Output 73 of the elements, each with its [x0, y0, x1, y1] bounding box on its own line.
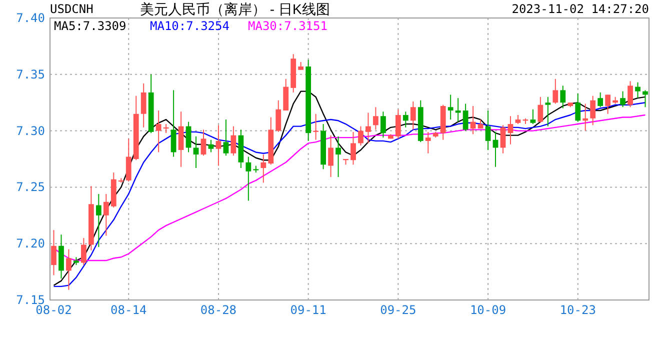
- candlestick: [373, 106, 378, 130]
- candlestick: [178, 111, 184, 168]
- text: MA30:7.3151: [248, 19, 328, 33]
- x-tick-label: 08-14: [110, 303, 147, 317]
- candlestick: [366, 112, 371, 144]
- x-tick-label: 10-23: [560, 303, 596, 317]
- candlestick: [590, 95, 596, 126]
- x-tick-label: 09-11: [290, 303, 326, 317]
- candlestick: [328, 134, 334, 178]
- y-tick-label: 7.20: [16, 236, 45, 251]
- candlestick: [358, 126, 364, 146]
- y-tick-label: 7.40: [16, 11, 45, 25]
- y-tick-label: 7.35: [16, 67, 45, 82]
- candlestick: [605, 94, 611, 114]
- x-tick-label: 10-09: [470, 303, 506, 317]
- candlestick: [598, 92, 604, 108]
- candlestick: [582, 103, 588, 132]
- candlestick: [462, 103, 468, 132]
- candlestick: [500, 124, 506, 154]
- candlestick: [66, 248, 72, 290]
- candlestick: [552, 78, 558, 104]
- candlestick: [96, 193, 102, 248]
- candlestick: [223, 119, 229, 156]
- candlestick: [80, 237, 86, 266]
- y-tick-label: 7.25: [16, 180, 45, 194]
- candlestick: [260, 154, 266, 184]
- candlestick: [545, 96, 551, 127]
- chart-subtitle: USDCNH: [50, 2, 94, 16]
- candlestick: [336, 136, 341, 178]
- candlestick: [230, 126, 236, 156]
- candlestick: [380, 111, 386, 138]
- candlestick: [410, 100, 416, 130]
- candlestick: [140, 82, 146, 128]
- chart-title: 美元人民币（离岸） - 日K线图: [140, 1, 330, 17]
- candlestick: [208, 139, 214, 153]
- candlestick: [163, 124, 169, 134]
- candlestick: [156, 110, 162, 153]
- candlestick: [402, 111, 408, 128]
- candlestick: [538, 96, 544, 124]
- candlestick: [103, 193, 109, 236]
- candlestick: [395, 108, 401, 140]
- candlestick: [530, 108, 536, 125]
- candlestick: [193, 136, 199, 169]
- candlestick: [642, 90, 648, 108]
- candlestick: [200, 129, 206, 156]
- candlestick: [170, 90, 176, 158]
- x-tick-label: 08-28: [200, 303, 237, 317]
- candlestick: [51, 230, 56, 276]
- candlestick: [216, 124, 222, 166]
- candlestick: [485, 110, 491, 150]
- candlestick: [628, 80, 633, 108]
- candlestick: [350, 131, 356, 166]
- candlestick: [126, 138, 132, 182]
- candlestick: [455, 98, 461, 122]
- text: MA10:7.3254: [150, 19, 230, 33]
- candlestick: [515, 114, 521, 125]
- x-tick-label: 09-25: [380, 303, 416, 317]
- candlestick: [425, 131, 431, 154]
- candlestick: [620, 90, 626, 108]
- text: MA5:7.3309: [54, 19, 126, 33]
- candlestick: [508, 116, 514, 145]
- candlestick: [276, 100, 282, 132]
- candlestick: [560, 85, 566, 109]
- y-tick-label: 7.30: [16, 124, 45, 138]
- candlestick: [313, 113, 319, 140]
- x-tick-label: 08-02: [36, 303, 72, 317]
- candlestick: [635, 82, 640, 99]
- candlestick: [283, 78, 289, 111]
- candlestick: [186, 121, 192, 153]
- candlestick: [246, 156, 252, 202]
- candlestick: [575, 93, 581, 122]
- text: 2023-11-02 14:27:20: [512, 2, 649, 16]
- candlestick: [448, 94, 454, 120]
